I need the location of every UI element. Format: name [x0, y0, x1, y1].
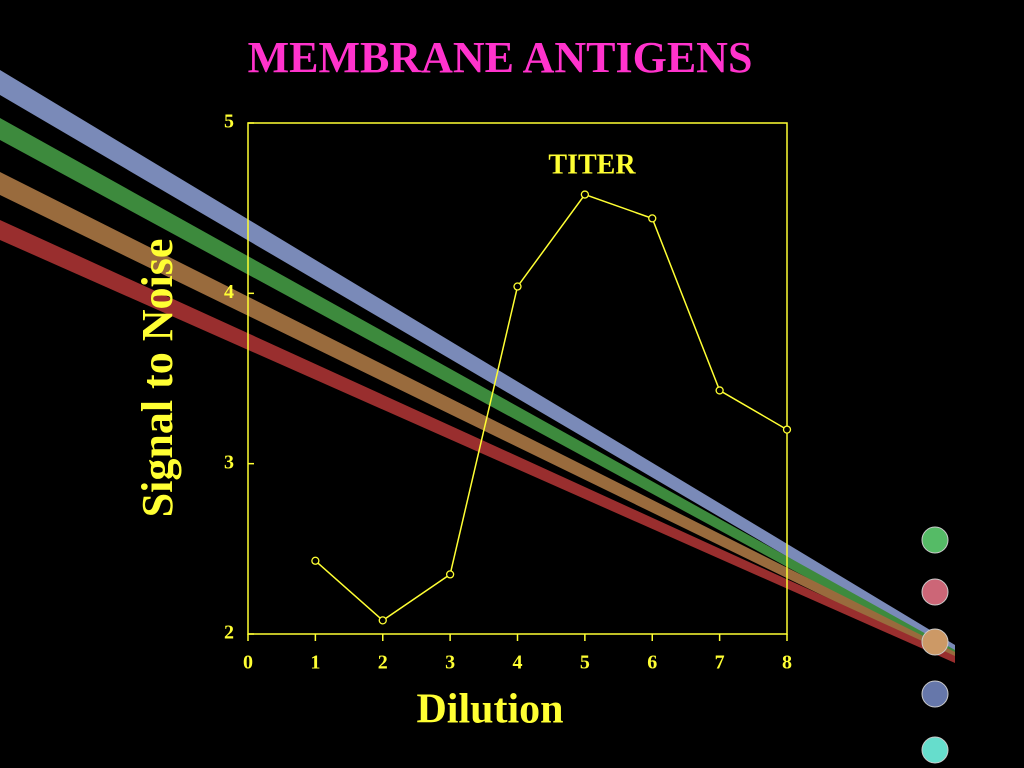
x-tick-label: 5 [580, 652, 590, 674]
x-tick-label: 0 [243, 652, 253, 674]
y-tick-label: 2 [224, 622, 234, 644]
button-red [921, 578, 949, 606]
data-point [378, 616, 387, 625]
data-point [580, 190, 590, 199]
data-point [311, 556, 320, 565]
y-tick-label: 5 [224, 111, 234, 133]
button-blue [921, 680, 949, 708]
button-cyan [921, 736, 949, 764]
data-point [782, 425, 792, 434]
beam-green [0, 118, 955, 658]
y-axis-label: Signal to Noise [133, 239, 182, 518]
x-tick-label: 6 [647, 652, 657, 674]
x-tick-label: 3 [445, 652, 455, 674]
data-point [715, 386, 724, 395]
beam-red [0, 220, 955, 663]
data-point [513, 282, 522, 291]
x-tick-label: 2 [378, 652, 388, 674]
annotation: TITER [548, 149, 636, 180]
x-tick-label: 7 [715, 652, 725, 674]
x-axis-label: Dilution [416, 687, 563, 733]
x-tick-label: 1 [310, 652, 320, 674]
beam-blue [0, 70, 955, 655]
y-tick-label: 4 [224, 281, 234, 303]
beam-orange [0, 172, 955, 660]
x-tick-label: 8 [782, 652, 792, 674]
button-orange [921, 628, 949, 656]
button-green [921, 526, 949, 554]
data-point [445, 570, 455, 579]
decorative-buttons [921, 526, 949, 764]
x-tick-label: 4 [513, 652, 523, 674]
y-tick-label: 3 [224, 451, 234, 473]
data-line [314, 193, 788, 622]
data-point [648, 214, 657, 223]
chart-title: MEMBRANE ANTIGENS [248, 33, 753, 82]
decorative-beams [0, 70, 955, 663]
